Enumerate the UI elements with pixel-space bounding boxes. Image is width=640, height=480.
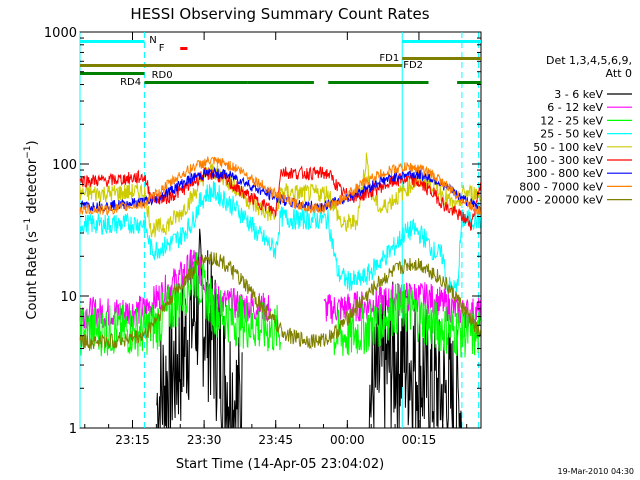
y-tick-label: 1000 xyxy=(44,26,77,41)
series-line-6 xyxy=(79,166,481,213)
fd1-bar xyxy=(80,64,403,67)
night-bar xyxy=(402,40,481,43)
series-line-5 xyxy=(79,165,481,231)
series-line-7 xyxy=(79,156,481,217)
flag-n-label: N xyxy=(149,35,156,46)
x-axis: 23:15 23:30 23:45 00:00 00:15 xyxy=(84,32,468,447)
fd2-label: FD2 xyxy=(403,60,423,71)
night-bar xyxy=(80,40,145,43)
y-tick-label: 100 xyxy=(52,158,77,173)
chart-title: HESSI Observing Summary Count Rates xyxy=(130,5,429,23)
x-tick-label: 23:30 xyxy=(187,433,222,447)
flag-f-label: F xyxy=(159,43,165,54)
legend-entry-label: 7000 - 20000 keV xyxy=(505,194,603,207)
legend-entry-label: 50 - 100 keV xyxy=(533,141,603,154)
y-tick-label: 1 xyxy=(69,422,77,437)
series-layer xyxy=(79,152,481,429)
rd4-bar xyxy=(80,72,145,75)
fd1-label: FD1 xyxy=(379,53,399,64)
series-line-2 xyxy=(79,252,481,358)
y-axis-label: Count Rate (s−1 detector−1) xyxy=(23,140,40,319)
timestamp: 19-Mar-2010 04:30 xyxy=(558,467,635,476)
flare-marker xyxy=(180,47,188,50)
legend-entry-label: 300 - 800 keV xyxy=(526,167,603,180)
legend-header-line1: Det 1,3,4,5,6,9, xyxy=(546,54,632,67)
x-axis-label: Start Time (14-Apr-05 23:04:02) xyxy=(176,457,384,472)
legend-header-line2: Att 0 xyxy=(606,67,632,80)
rd0-bar xyxy=(328,81,429,84)
legend-entry-label: 100 - 300 keV xyxy=(526,154,603,167)
legend-entry-label: 12 - 25 keV xyxy=(540,114,603,127)
rd0-bar xyxy=(247,81,314,84)
y-tick-label: 10 xyxy=(60,290,77,305)
legend-entry-label: 6 - 12 keV xyxy=(547,101,603,114)
rd0-label: RD0 xyxy=(152,70,173,81)
legend-entry-label: 25 - 50 keV xyxy=(540,128,603,141)
rd0-bar xyxy=(457,81,481,84)
rd4-label: RD4 xyxy=(120,77,141,88)
x-tick-label: 00:15 xyxy=(402,433,437,447)
rd0-bar xyxy=(144,81,248,84)
legend-entry-label: 3 - 6 keV xyxy=(554,88,603,101)
x-tick-label: 00:00 xyxy=(330,433,365,447)
x-tick-label: 23:15 xyxy=(115,433,150,447)
series-line-3 xyxy=(79,181,481,296)
y-axis: 1 10 100 1000 xyxy=(44,26,481,437)
x-tick-label: 23:45 xyxy=(258,433,293,447)
legend-entry-label: 800 - 7000 keV xyxy=(519,180,603,193)
series-line-8 xyxy=(79,251,481,352)
fd2-bar xyxy=(402,57,481,60)
